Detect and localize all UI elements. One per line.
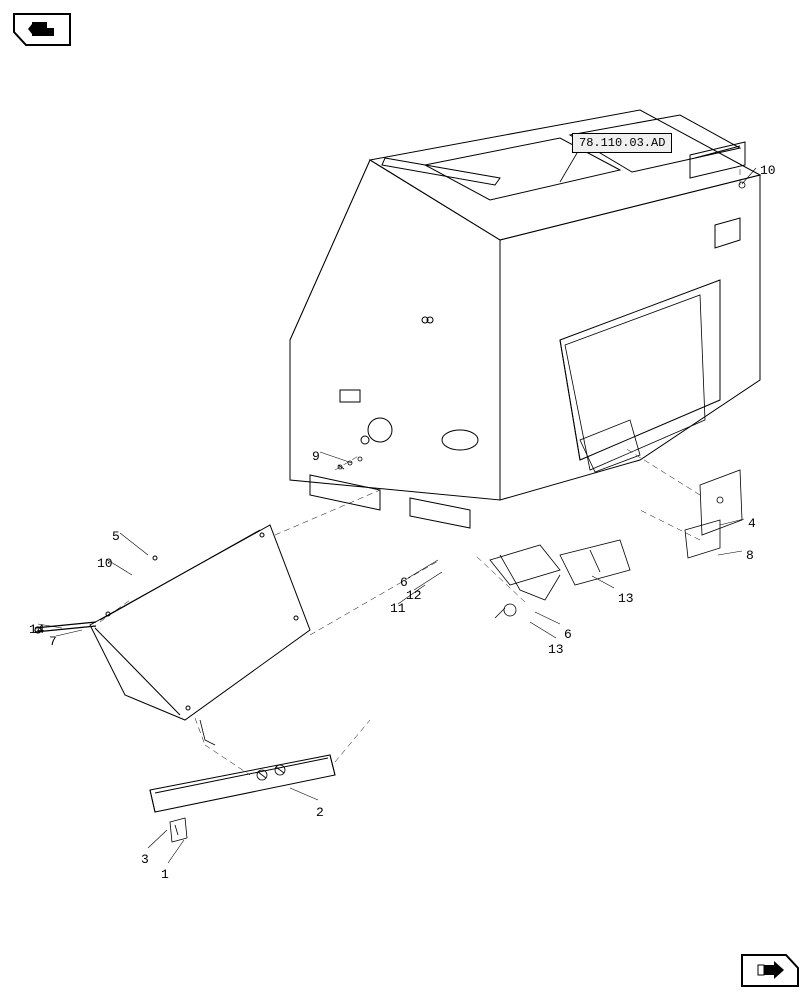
callout-10a: 10 — [760, 163, 776, 178]
reference-tag: 78.110.03.AD — [572, 133, 672, 153]
callout-13b: 13 — [548, 642, 564, 657]
callout-8: 8 — [746, 548, 754, 563]
callout-5: 5 — [112, 529, 120, 544]
callout-3: 3 — [141, 852, 149, 867]
callout-9: 9 — [312, 449, 320, 464]
callout-6b: 6 — [564, 627, 572, 642]
callout-13a: 13 — [618, 591, 634, 606]
callout-7: 7 — [49, 634, 57, 649]
callout-12: 12 — [406, 588, 422, 603]
callout-1: 1 — [161, 867, 169, 882]
callout-10b: 10 — [97, 556, 113, 571]
callout-4: 4 — [748, 516, 756, 531]
callout-2: 2 — [316, 805, 324, 820]
exploded-diagram — [0, 0, 812, 1000]
callout-11: 11 — [390, 601, 406, 616]
callout-14: 14 — [29, 622, 45, 637]
